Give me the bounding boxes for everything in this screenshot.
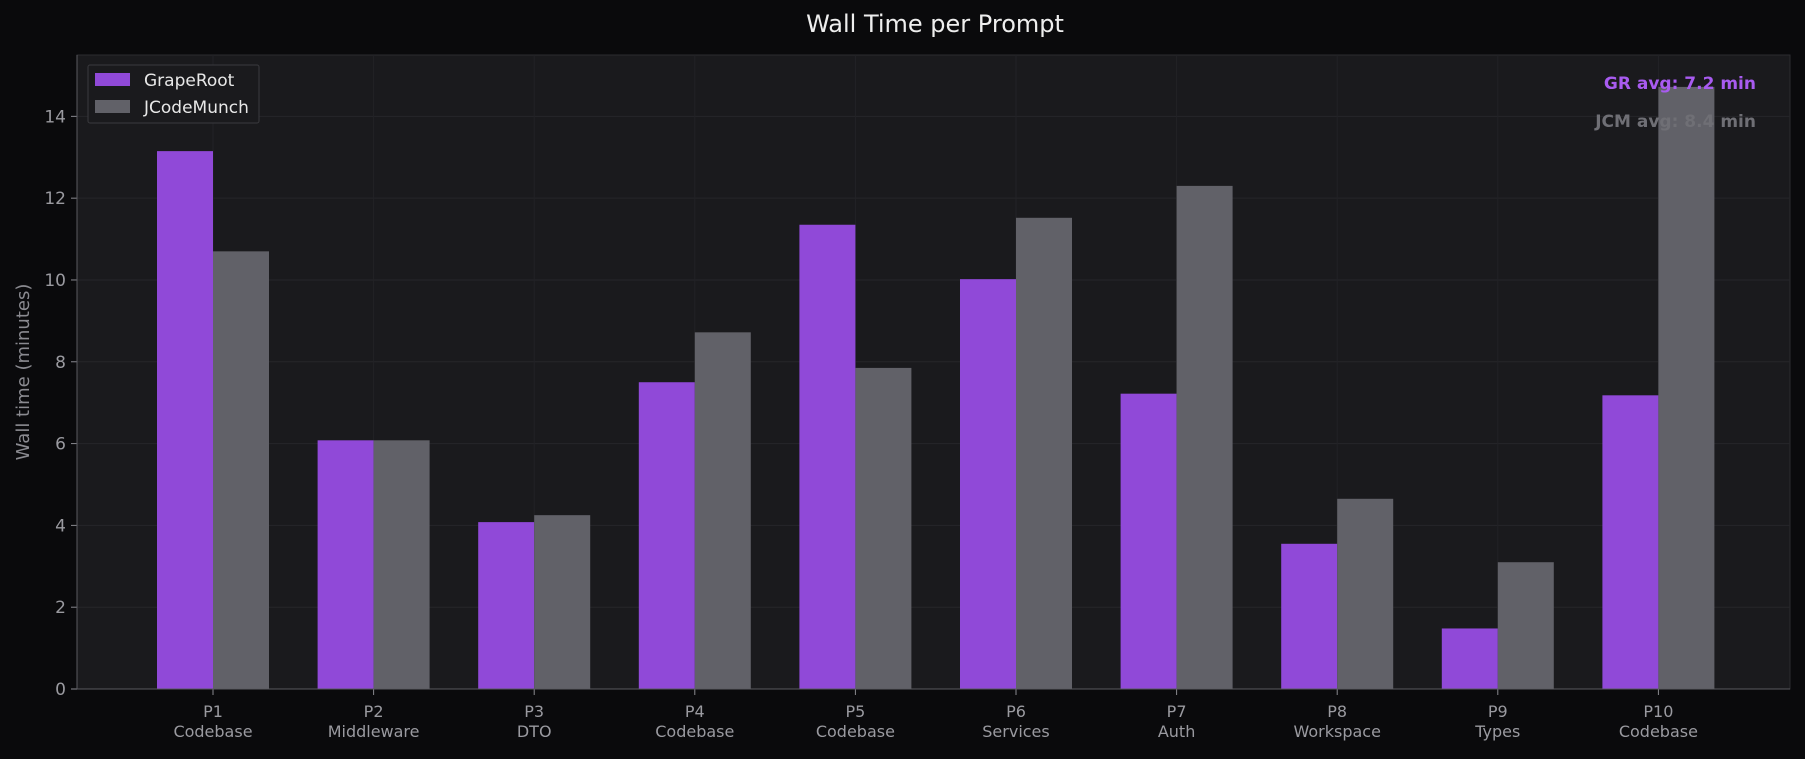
bar-graperoot-p8 bbox=[1281, 543, 1338, 689]
x-tick-label: P7 bbox=[1167, 702, 1187, 721]
x-tick-label: P6 bbox=[1006, 702, 1026, 721]
x-tick-sublabel: Middleware bbox=[328, 722, 420, 741]
x-tick-label: P2 bbox=[364, 702, 384, 721]
legend-swatch-jcodemunch bbox=[95, 100, 130, 113]
x-tick-sublabel: Types bbox=[1474, 722, 1520, 741]
y-tick-label: 6 bbox=[55, 435, 66, 455]
x-tick-label: P8 bbox=[1327, 702, 1347, 721]
bar-jcodemunch-p4 bbox=[694, 332, 751, 689]
x-tick-label: P9 bbox=[1488, 702, 1508, 721]
bar-graperoot-p10 bbox=[1602, 395, 1659, 689]
x-tick-label: P1 bbox=[203, 702, 223, 721]
bar-jcodemunch-p1 bbox=[213, 251, 269, 689]
y-tick-label: 4 bbox=[55, 516, 66, 536]
x-tick-sublabel: DTO bbox=[517, 722, 552, 741]
x-tick-sublabel: Auth bbox=[1158, 722, 1196, 741]
x-tick-label: P3 bbox=[524, 702, 544, 721]
chart-title: Wall Time per Prompt bbox=[806, 10, 1064, 38]
legend-label-graperoot: GrapeRoot bbox=[144, 71, 235, 91]
x-tick-sublabel: Workspace bbox=[1293, 722, 1380, 741]
legend: GrapeRoot JCodeMunch bbox=[87, 64, 260, 124]
y-axis-label: Wall time (minutes) bbox=[13, 284, 34, 461]
bars bbox=[157, 86, 1715, 690]
bar-graperoot-p6 bbox=[960, 279, 1016, 689]
x-tick-sublabel: Codebase bbox=[1619, 722, 1698, 741]
legend-box bbox=[87, 64, 260, 124]
bar-jcodemunch-p7 bbox=[1176, 185, 1233, 689]
y-tick-label: 2 bbox=[55, 598, 66, 618]
y-tick-label: 10 bbox=[44, 271, 66, 291]
bar-jcodemunch-p2 bbox=[373, 440, 430, 689]
x-tick-sublabel: Codebase bbox=[816, 722, 895, 741]
x-tick-label: P5 bbox=[845, 702, 865, 721]
bar-jcodemunch-p9 bbox=[1497, 562, 1554, 689]
bar-jcodemunch-p3 bbox=[534, 515, 591, 689]
jcm-average-annotation: JCM avg: 8.4 min bbox=[1594, 112, 1756, 132]
bar-graperoot-p4 bbox=[638, 382, 695, 689]
y-tick-label: 8 bbox=[55, 353, 66, 373]
x-tick-sublabel: Codebase bbox=[655, 722, 734, 741]
bar-jcodemunch-p8 bbox=[1337, 498, 1394, 689]
axes: 02468101214P1CodebaseP2MiddlewareP3DTOP4… bbox=[44, 55, 1790, 741]
bar-jcodemunch-p10 bbox=[1658, 86, 1715, 689]
legend-label-jcodemunch: JCodeMunch bbox=[143, 98, 249, 118]
y-tick-label: 12 bbox=[44, 189, 66, 209]
x-tick-label: P4 bbox=[685, 702, 705, 721]
x-tick-sublabel: Services bbox=[982, 722, 1049, 741]
bar-graperoot-p1 bbox=[157, 151, 213, 690]
bar-graperoot-p9 bbox=[1441, 628, 1498, 689]
gr-average-annotation: GR avg: 7.2 min bbox=[1604, 74, 1756, 94]
y-tick-label: 0 bbox=[55, 680, 66, 700]
x-tick-sublabel: Codebase bbox=[173, 722, 252, 741]
bar-jcodemunch-p6 bbox=[1016, 217, 1072, 689]
bar-graperoot-p7 bbox=[1120, 393, 1177, 689]
bar-graperoot-p3 bbox=[478, 522, 535, 689]
bar-graperoot-p2 bbox=[317, 440, 374, 689]
legend-swatch-graperoot bbox=[95, 73, 130, 86]
bar-graperoot-p5 bbox=[799, 224, 856, 689]
y-tick-label: 14 bbox=[44, 107, 66, 127]
x-tick-label: P10 bbox=[1643, 702, 1673, 721]
bar-jcodemunch-p5 bbox=[855, 367, 912, 689]
